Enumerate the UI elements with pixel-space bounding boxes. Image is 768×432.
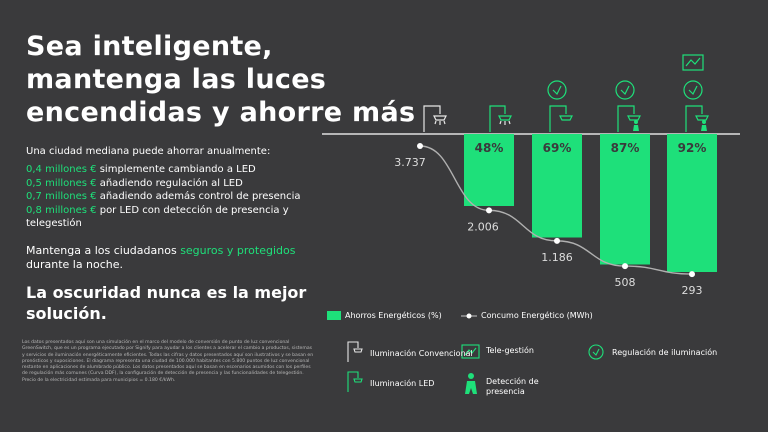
disclaimer: Los datos presentados aquí son una simul… (22, 340, 314, 383)
icon-legend-led: Iluminación LED (370, 379, 435, 388)
presence-detection-icon (701, 120, 707, 131)
savings-item: 0,8 millones € por LED con detección de … (26, 204, 326, 231)
consumption-point-3 (554, 237, 560, 244)
telemanagement-icon (682, 54, 704, 71)
consumption-point-4 (622, 263, 628, 270)
street-lamp-led-icon (549, 105, 573, 132)
presence-detection-icon (465, 373, 477, 394)
headline-line-3: encendidas y ahorre más (26, 97, 416, 128)
bar-label-4: 87% (611, 141, 640, 155)
keep-safe-text: Mantenga a los ciudadanos seguros y prot… (26, 244, 336, 272)
consumption-label-4: 508 (615, 276, 636, 289)
street-lamp-led-icon (685, 105, 709, 132)
street-lamp-led-icon (617, 105, 641, 132)
legend-bar-label: Ahorros Energéticos (%) (345, 311, 442, 320)
headline-line-1: Sea inteligente, (26, 31, 273, 62)
legend-line-label: Concumo Energético (MWh) (481, 311, 593, 320)
consumption-point-1 (417, 143, 423, 149)
consumption-line (419, 145, 693, 275)
consumption-point-2 (486, 207, 492, 214)
dimming-icon (683, 80, 703, 100)
savings-text: simplemente cambiando a LED (99, 164, 256, 175)
street-lamp-conventional-icon (423, 105, 447, 132)
icon-legend-telemanagement: Tele-gestión (486, 346, 534, 355)
street-lamp-conventional-icon (347, 341, 363, 362)
bar-label-2: 48% (475, 141, 504, 155)
savings-item: 0,7 millones € añadiendo además control … (26, 190, 326, 204)
savings-item: 0,4 millones € simplemente cambiando a L… (26, 163, 326, 177)
savings-text: por LED con detección de presencia y tel… (26, 204, 289, 230)
bar-3 (532, 134, 582, 238)
savings-intro: Una ciudad mediana puede ahorrar anualme… (26, 146, 271, 157)
bar-label-3: 69% (543, 141, 572, 155)
legend-bar-swatch (327, 311, 341, 320)
keep-highlight: seguros y protegidos (180, 244, 296, 257)
icon-legend-presence: Detección de presencia (486, 377, 539, 396)
savings-amount: 0,4 millones € (26, 164, 97, 175)
headline: Sea inteligente, mantenga las luces ence… (26, 30, 426, 129)
bar-5 (667, 134, 717, 272)
telemanagement-icon (461, 344, 480, 359)
dimming-icon (588, 344, 604, 360)
bar-4 (600, 134, 650, 265)
presence-detection-icon (633, 120, 639, 131)
keep-post: durante la noche. (26, 258, 124, 271)
street-lamp-led-icon (347, 371, 363, 392)
dimming-icon (615, 80, 635, 100)
headline-line-2: mantenga las luces (26, 64, 327, 95)
consumption-label-3: 1.186 (541, 251, 573, 264)
consumption-label-1: 3.737 (394, 156, 426, 169)
savings-amount: 0,5 millones € (26, 177, 97, 189)
legend-line-point (466, 313, 472, 319)
savings-amount: 0,7 millones € (26, 191, 97, 202)
consumption-label-2: 2.006 (467, 220, 499, 233)
consumption-label-5: 293 (682, 284, 703, 297)
savings-item: 0,5 millones € añadiendo regulación al L… (26, 177, 326, 191)
keep-pre: Mantenga a los ciudadanos (26, 244, 181, 257)
dimming-icon (547, 80, 567, 100)
icon-legend-dimming: Regulación de iluminación (612, 348, 718, 357)
savings-text: añadiendo además control de presencia (99, 191, 301, 202)
darkness-statement: La oscuridad nunca es la mejor solución. (26, 283, 307, 323)
consumption-point-5 (689, 271, 695, 278)
savings-list: 0,4 millones € simplemente cambiando a L… (26, 163, 326, 231)
street-lamp-led-icon (489, 105, 512, 132)
icon-legend-conventional: Iluminación Convencional (370, 349, 473, 358)
savings-amount: 0,8 millones € (26, 204, 97, 216)
bar-2 (464, 134, 514, 206)
savings-text: añadiendo regulación al LED (99, 177, 243, 189)
bar-label-5: 92% (678, 141, 707, 155)
